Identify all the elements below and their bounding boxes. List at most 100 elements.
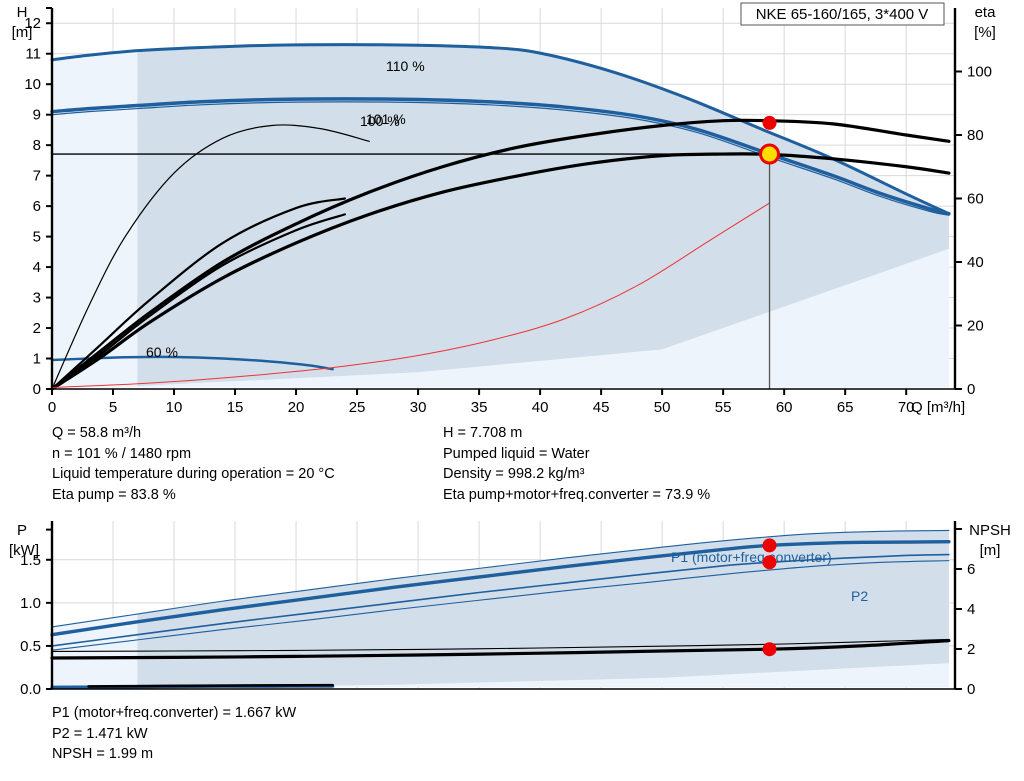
eta-pump-marker bbox=[762, 115, 777, 130]
curve-npsh-duty bbox=[50, 639, 951, 660]
x-tick-label: 45 bbox=[593, 399, 610, 416]
y-tick-label: 7 bbox=[33, 168, 41, 185]
x-tick-label: 20 bbox=[288, 399, 305, 416]
power-info-line: P2 = 1.471 kW bbox=[52, 725, 148, 742]
p-axis-title: P bbox=[17, 522, 27, 539]
duty-info-left-line: Eta pump = 83.8 % bbox=[52, 486, 176, 503]
duty-markers bbox=[762, 538, 777, 657]
y-tick-label: 8 bbox=[33, 137, 41, 154]
curve-eta-secondary-1 bbox=[50, 197, 346, 391]
axes: 0.0 0.5 1.0 1.5 0 2 4 6 bbox=[20, 521, 975, 698]
operating-range-bands bbox=[52, 44, 949, 388]
npsh-tick-label: 6 bbox=[967, 561, 975, 578]
curve-percent-label: 100 % bbox=[360, 113, 400, 129]
duty-info-right: H = 7.708 m Pumped liquid = Water Densit… bbox=[443, 423, 710, 505]
x-tick-label: 15 bbox=[227, 399, 244, 416]
x-tick-label: 50 bbox=[654, 399, 671, 416]
eta-tick-label: 60 bbox=[967, 191, 984, 208]
duty-info-left-line: Q = 58.8 m³/h bbox=[52, 425, 142, 441]
curve-p2-lower-envelope bbox=[51, 560, 950, 651]
duty-info-right-line: Pumped liquid = Water bbox=[443, 445, 590, 462]
npsh-tick-label: 2 bbox=[967, 641, 975, 658]
x-tick-label: 40 bbox=[532, 399, 549, 416]
duty-info-right-line: Density = 998.2 kg/m³ bbox=[443, 466, 585, 482]
band-inner bbox=[137, 44, 949, 386]
curves bbox=[50, 43, 951, 391]
y-axis-title: [m] bbox=[12, 24, 33, 41]
power-info-line: NPSH = 1.99 m bbox=[52, 746, 154, 762]
npsh-tick-label: 4 bbox=[967, 601, 975, 618]
p2-duty-marker bbox=[762, 555, 777, 570]
x-tick-label: 65 bbox=[837, 399, 854, 416]
eta-tick-label: 40 bbox=[967, 254, 984, 271]
curve-h-100- bbox=[51, 101, 950, 216]
eta-tick-label: 20 bbox=[967, 318, 984, 335]
y-tick-label: 9 bbox=[33, 107, 41, 124]
y-tick-label: 12 bbox=[24, 15, 41, 32]
curve-eta-secondary-2 bbox=[50, 213, 346, 391]
y-tick-label: 4 bbox=[33, 259, 41, 276]
npsh-tick-label: 0 bbox=[967, 681, 975, 698]
x-tick-label: 25 bbox=[349, 399, 366, 416]
y-tick-label: 11 bbox=[25, 46, 41, 63]
x-tick-label: 35 bbox=[471, 399, 488, 416]
p1-duty-marker bbox=[762, 538, 777, 553]
eta-tick-label: 0 bbox=[967, 381, 975, 398]
duty-point-marker[interactable] bbox=[759, 143, 781, 165]
power-info-line: P1 (motor+freq.converter) = 1.667 kW bbox=[52, 705, 297, 721]
curve-percent-label: 101 % bbox=[366, 111, 406, 127]
title-box: NKE 65-160/165, 3*400 V bbox=[740, 2, 945, 26]
eta-axis-title: [%] bbox=[974, 24, 996, 41]
power-curve-label: P1 (motor+freq.converter) bbox=[671, 549, 832, 565]
x-tick-label: 0 bbox=[48, 399, 56, 416]
curve-h-110- bbox=[50, 43, 951, 216]
x-axis-title: Q [m³/h] bbox=[911, 399, 965, 416]
x-tick-label: 55 bbox=[715, 399, 732, 416]
duty-info-left: Q = 58.8 m³/h n = 101 % / 1480 rpm Liqui… bbox=[52, 423, 335, 505]
power-npsh-chart: 0.0 0.5 1.0 1.5 0 2 4 6 P [kW] NPSH [m] P1 (motor+fr… bbox=[9, 521, 1011, 698]
p-tick-label: 0.0 bbox=[20, 681, 41, 698]
power-info: P1 (motor+freq.converter) = 1.667 kW P2 … bbox=[52, 703, 296, 765]
curve-labels: P1 (motor+freq.converter) P2 bbox=[671, 549, 868, 604]
npsh-axis-title: [m] bbox=[980, 542, 1001, 559]
curve-percent-label: 60 % bbox=[146, 344, 178, 360]
curve-p1-upper-envelope bbox=[51, 529, 950, 628]
p-tick-label: 1.5 bbox=[20, 552, 41, 569]
curve-eta-pump-110- bbox=[51, 124, 370, 390]
x-tick-label: 5 bbox=[109, 399, 117, 416]
duty-info-left-line: n = 101 % / 1480 rpm bbox=[52, 445, 192, 462]
npsh-duty-marker bbox=[762, 642, 777, 657]
curve-percent-label: 110 % bbox=[386, 58, 425, 74]
x-tick-label: 10 bbox=[166, 399, 183, 416]
x-tick-label: 70 bbox=[898, 399, 915, 416]
curves bbox=[50, 529, 951, 689]
title-box-label: NKE 65-160/165, 3*400 V bbox=[756, 6, 929, 23]
eta-tick-label: 80 bbox=[967, 127, 984, 144]
duty-guides bbox=[52, 153, 771, 389]
curve-npsh-red- bbox=[51, 202, 771, 388]
curve-eta-pump-motor-converter-duty- bbox=[50, 152, 951, 391]
x-tick-label: 30 bbox=[410, 399, 427, 416]
y-tick-label: 10 bbox=[24, 76, 41, 93]
p-tick-label: 0.5 bbox=[20, 638, 41, 655]
y-axis-title: H bbox=[17, 4, 28, 21]
p-axis-title: [kW] bbox=[9, 542, 39, 559]
y-tick-label: 5 bbox=[33, 229, 41, 246]
npsh-axis-title: NPSH bbox=[969, 522, 1011, 539]
y-tick-label: 1 bbox=[33, 351, 41, 368]
y-tick-label: 0 bbox=[33, 381, 41, 398]
curve-npsh-secondary bbox=[51, 638, 950, 652]
eta-tick-label: 100 bbox=[967, 64, 992, 81]
duty-info-right-line: Eta pump+motor+freq.converter = 73.9 % bbox=[443, 486, 711, 503]
power-curve-label: P2 bbox=[851, 588, 868, 604]
curve-eta-pump-duty- bbox=[50, 118, 951, 391]
curve-h-101-duty-speed- bbox=[50, 97, 951, 216]
curve-p2 bbox=[51, 553, 950, 647]
y-tick-label: 3 bbox=[33, 290, 41, 307]
title-box-rect bbox=[740, 2, 945, 26]
duty-markers bbox=[759, 115, 781, 165]
y-tick-label: 6 bbox=[33, 198, 41, 215]
